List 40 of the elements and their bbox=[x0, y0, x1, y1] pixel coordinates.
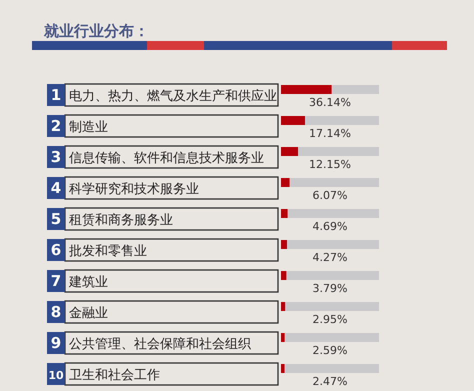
bar bbox=[281, 147, 298, 156]
y-tick-label: 科学研究和技术服务业 bbox=[69, 182, 199, 197]
y-tick-label: 租赁和商务服务业 bbox=[69, 213, 173, 228]
y-tick-label: 公共管理、社会保障和社会组织 bbox=[69, 337, 251, 352]
text: 8 bbox=[50, 303, 62, 321]
bar bbox=[281, 333, 285, 342]
text: 4 bbox=[50, 179, 62, 197]
y-tick-label: 信息传输、软件和信息技术服务业 bbox=[69, 151, 264, 166]
data-label: 4.69% bbox=[312, 220, 348, 233]
y-tick-label: 建筑业 bbox=[68, 275, 108, 290]
data-label: 2.59% bbox=[312, 344, 348, 357]
data-label: 2.95% bbox=[312, 313, 348, 326]
bar bbox=[281, 364, 284, 373]
data-label: 12.15% bbox=[309, 158, 351, 171]
text: 6 bbox=[50, 241, 62, 259]
data-label: 2.47% bbox=[312, 375, 348, 388]
data-label: 6.07% bbox=[312, 189, 348, 202]
bar bbox=[281, 271, 286, 280]
text: 7 bbox=[50, 272, 62, 290]
y-tick-label: 电力、热力、燃气及水生产和供应业 bbox=[69, 88, 277, 104]
bar bbox=[281, 302, 286, 311]
data-label: 36.14% bbox=[309, 96, 351, 109]
bar bbox=[281, 178, 290, 187]
text: 2 bbox=[50, 117, 62, 135]
text: 9 bbox=[50, 334, 62, 352]
bar bbox=[281, 240, 287, 249]
text: 3 bbox=[50, 148, 62, 166]
data-label: 17.14% bbox=[309, 127, 351, 140]
bar bbox=[281, 209, 288, 218]
text: 5 bbox=[50, 210, 62, 228]
data-label: 4.27% bbox=[312, 251, 348, 264]
bar bbox=[281, 116, 305, 125]
text: 10 bbox=[48, 369, 64, 382]
text: 就业行业分布： bbox=[43, 22, 149, 40]
y-tick-label: 制造业 bbox=[69, 120, 108, 135]
text: 1 bbox=[50, 86, 62, 104]
y-tick-label: 金融业 bbox=[69, 306, 108, 321]
y-tick-label: 批发和零售业 bbox=[69, 244, 147, 259]
y-tick-label: 卫生和社会工作 bbox=[69, 368, 160, 383]
data-label: 3.79% bbox=[312, 282, 348, 295]
